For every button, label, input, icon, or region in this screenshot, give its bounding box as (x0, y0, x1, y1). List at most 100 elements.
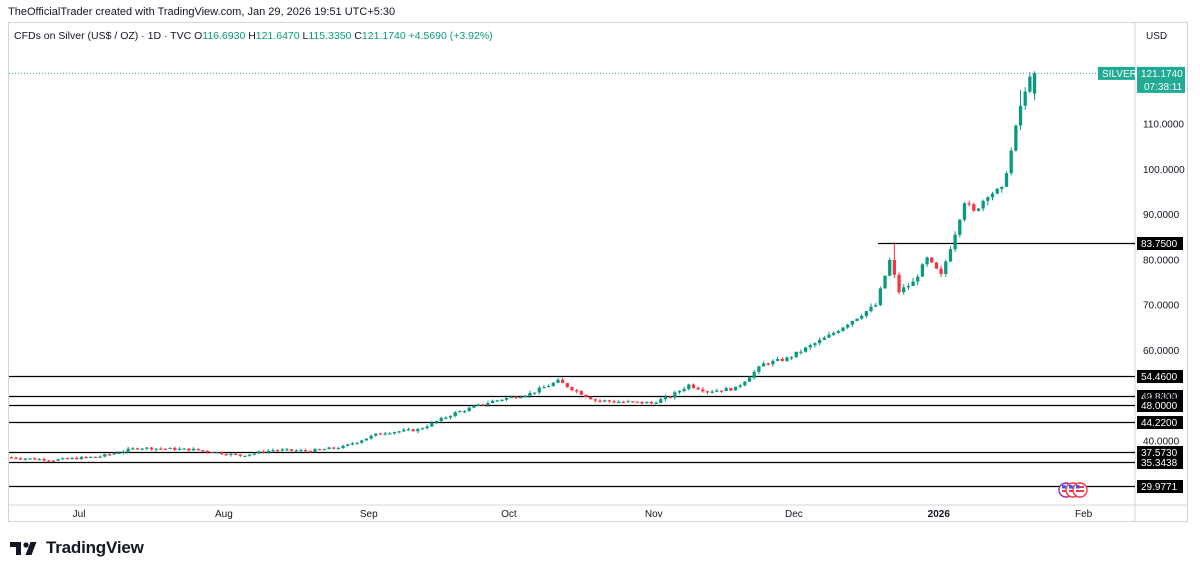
candle (570, 386, 574, 392)
candle (925, 256, 929, 267)
candle (621, 400, 626, 404)
grid-layer (9, 23, 1187, 522)
candle (547, 384, 551, 388)
candle (481, 404, 485, 406)
x-tick-label: Nov (645, 509, 663, 520)
candle (191, 447, 196, 451)
currency-label[interactable]: USD (1146, 31, 1168, 42)
candle (145, 446, 149, 451)
candle (215, 452, 219, 454)
y-tick-label: 90.0000 (1143, 210, 1180, 221)
candle (948, 246, 953, 263)
candle (14, 456, 18, 460)
candle (817, 337, 822, 346)
horizontal-level-tag (1137, 237, 1183, 250)
candle (103, 453, 107, 458)
candle (1032, 71, 1037, 100)
candle (682, 386, 686, 393)
candle (453, 410, 457, 418)
candle (878, 286, 883, 307)
candle (458, 410, 462, 413)
candle (850, 320, 854, 327)
y-tick-label: 50.0000 (1143, 391, 1180, 402)
horizontal-level-value: 37.5730 (1141, 448, 1178, 459)
candle (444, 416, 448, 420)
candle (1000, 186, 1004, 193)
horizontal-level-value: 49.8300 (1141, 392, 1178, 403)
candle (733, 386, 738, 391)
candle (528, 390, 532, 398)
candle (509, 395, 513, 399)
horizontal-level-value: 48.0000 (1141, 401, 1178, 412)
candle (201, 450, 205, 452)
candle (472, 404, 476, 408)
candle (290, 449, 294, 453)
candle (808, 343, 812, 350)
candle (874, 302, 878, 308)
candle (154, 448, 158, 452)
y-tick-label: 60.0000 (1143, 346, 1180, 357)
candle (556, 378, 560, 384)
candle (598, 399, 602, 403)
candle (247, 454, 252, 457)
candle (182, 448, 186, 450)
candle (434, 420, 439, 425)
candle (327, 446, 331, 450)
candle (640, 401, 644, 405)
candle (177, 447, 182, 451)
candle (869, 303, 873, 313)
candle (42, 457, 46, 463)
x-tick-label: Feb (1075, 509, 1093, 520)
candle (654, 401, 658, 405)
candle (780, 357, 784, 362)
candle (252, 452, 256, 456)
candle (715, 388, 719, 392)
candle (383, 431, 387, 436)
candle (902, 284, 906, 295)
candle (687, 383, 691, 391)
candle (229, 453, 233, 457)
candle (1009, 147, 1013, 176)
x-tick-label: Jul (73, 509, 86, 520)
candle (51, 459, 56, 462)
candle (822, 335, 826, 341)
brand-name: TradingView (46, 538, 144, 557)
candle (659, 397, 663, 404)
x-tick-label: Dec (785, 509, 803, 520)
economic-events-icon[interactable] (1058, 482, 1088, 498)
candle (318, 448, 322, 451)
candle (532, 392, 537, 395)
chart-frame (8, 22, 1188, 522)
candle (332, 447, 336, 450)
candle (1004, 171, 1009, 188)
candle (285, 448, 289, 452)
low-label: L (302, 30, 309, 42)
x-tick-label: Oct (501, 509, 517, 520)
candle (98, 455, 102, 459)
candle (747, 376, 752, 382)
candle (710, 389, 714, 394)
horizontal-level-tag (1137, 416, 1183, 429)
change-value: +4.5690 (+3.92%) (408, 30, 493, 42)
candle (911, 277, 915, 287)
candle (738, 383, 742, 389)
candle (89, 456, 93, 458)
candle (1028, 72, 1032, 94)
candle (369, 434, 373, 440)
candle (416, 427, 420, 434)
candle (631, 401, 635, 403)
candle (803, 346, 808, 353)
candle (168, 447, 172, 450)
y-tick-label: 80.0000 (1143, 255, 1180, 266)
candle (224, 452, 228, 456)
candle (467, 405, 471, 413)
candle (56, 458, 60, 462)
candle (836, 329, 840, 334)
candle (958, 218, 962, 238)
candle (360, 439, 364, 444)
open-label: O (194, 30, 203, 42)
candle (603, 399, 607, 403)
candle (341, 444, 345, 449)
candle (635, 401, 640, 403)
